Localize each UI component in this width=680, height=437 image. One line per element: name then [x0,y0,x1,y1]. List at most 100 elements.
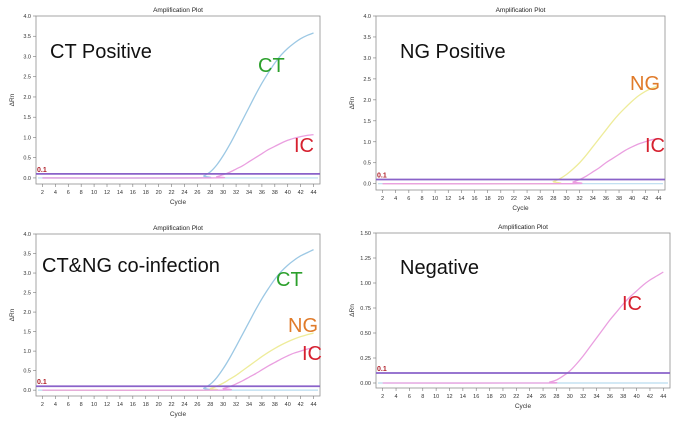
x-tick-label: 38 [272,402,278,408]
y-tick-label: 2.5 [23,291,31,297]
x-tick-label: 32 [577,196,583,202]
y-axis-label: ΔRn [349,96,356,109]
x-tick-label: 40 [285,190,291,196]
series-line-ng [42,332,314,391]
y-tick-label: 0.5 [23,156,31,162]
x-tick-label: 6 [67,190,70,196]
x-tick-label: 38 [616,196,622,202]
x-tick-label: 22 [168,190,174,196]
x-tick-label: 6 [408,394,411,400]
x-tick-label: 32 [233,190,239,196]
plot-area [375,15,666,191]
y-tick-label: 1.25 [360,256,371,262]
series-line-ct [42,32,314,179]
x-tick-label: 14 [458,196,464,202]
y-axis-label: ΔRn [349,304,356,317]
x-tick-label: 18 [143,190,149,196]
y-tick-label: 1.50 [360,231,371,237]
x-tick-label: 2 [381,394,384,400]
panel-heading: NG Positive [400,41,506,63]
panel-ng-positive: Amplification Plot 0.0 0.5 1.0 1.5 2.0 2.5 3.0 3… [340,0,680,218]
plot-area [375,232,671,389]
series-line-ic [42,133,314,179]
x-tick-label: 38 [272,190,278,196]
x-tick-label: 4 [394,196,397,202]
chart-title: Amplification Plot [496,7,546,14]
x-tick-label: 36 [607,394,613,400]
y-tick-label: 1.0 [23,135,31,141]
panel-negative: Amplification Plot 0.00 0.25 0.50 0.75 1.00 1.… [340,218,680,436]
x-tick-label: 30 [220,190,226,196]
y-tick-label: 0.5 [23,369,31,375]
x-tick-label: 34 [590,196,596,202]
y-tick-label: 3.5 [363,35,371,41]
y-tick-label: 4.0 [363,14,371,20]
x-tick-label: 42 [647,394,653,400]
y-tick-label: 1.5 [23,330,31,336]
y-tick-label: 2.0 [23,310,31,316]
y-tick-label: 1.0 [23,349,31,355]
x-tick-label: 28 [553,394,559,400]
x-tick-label: 22 [511,196,517,202]
plot-area [35,15,321,185]
panel-ct-positive: Amplification Plot 0.0 0.5 1.0 1.5 2.0 2.5 3.0 3… [0,0,340,218]
x-tick-label: 34 [246,190,252,196]
series-line-ic [382,271,664,384]
y-tick-label: 2.0 [363,98,371,104]
y-tick-label: 0.50 [360,331,371,337]
threshold-label: 0.1 [377,366,387,373]
y-tick-label: 0.00 [360,381,371,387]
y-tick-label: 4.0 [23,232,31,238]
x-tick-label: 28 [550,196,556,202]
x-tick-label: 40 [634,394,640,400]
y-axis-label: ΔRn [9,93,16,106]
x-tick-label: 16 [473,394,479,400]
x-tick-label: 30 [567,394,573,400]
y-tick-label: 2.5 [23,75,31,81]
threshold-label: 0.1 [37,167,47,174]
x-tick-label: 44 [310,402,316,408]
x-axis-label: Cycle [170,411,187,418]
x-tick-label: 42 [298,402,304,408]
y-tick-label: 3.5 [23,34,31,40]
x-tick-label: 4 [54,402,57,408]
x-tick-label: 40 [629,196,635,202]
x-tick-label: 26 [194,402,200,408]
x-tick-label: 12 [446,394,452,400]
x-tick-label: 14 [117,402,123,408]
x-tick-label: 26 [540,394,546,400]
series-label-ct: CT [276,269,303,291]
x-tick-label: 18 [143,402,149,408]
y-tick-label: 1.00 [360,281,371,287]
x-tick-label: 12 [445,196,451,202]
x-tick-label: 24 [181,190,187,196]
y-tick-label: 0.5 [363,161,371,167]
x-tick-label: 34 [246,402,252,408]
threshold-label: 0.1 [377,173,387,180]
x-tick-label: 4 [54,190,57,196]
y-tick-label: 3.0 [23,271,31,277]
x-tick-label: 28 [207,402,213,408]
panel-heading: CT&NG co-infection [42,255,220,277]
x-axis-label: Cycle [515,403,532,410]
x-tick-label: 8 [80,190,83,196]
x-tick-label: 20 [156,402,162,408]
series-line-ct [42,249,314,391]
x-tick-label: 10 [91,190,97,196]
chart-ct-positive: Amplification Plot 0.0 0.5 1.0 1.5 2.0 2.5 3.0 3… [9,7,321,206]
x-tick-label: 16 [471,196,477,202]
x-tick-label: 26 [194,190,200,196]
y-tick-label: 0.0 [363,182,371,188]
x-tick-label: 8 [420,196,423,202]
panel-heading: Negative [400,257,479,279]
y-tick-label: 0.25 [360,356,371,362]
x-tick-label: 44 [655,196,661,202]
y-tick-label: 4.0 [23,14,31,20]
x-tick-label: 10 [433,394,439,400]
y-tick-label: 3.0 [363,56,371,62]
y-tick-label: 0.0 [23,388,31,394]
y-tick-label: 0.75 [360,306,371,312]
x-axis-label: Cycle [170,199,187,206]
x-tick-label: 20 [498,196,504,202]
x-tick-label: 12 [104,190,110,196]
